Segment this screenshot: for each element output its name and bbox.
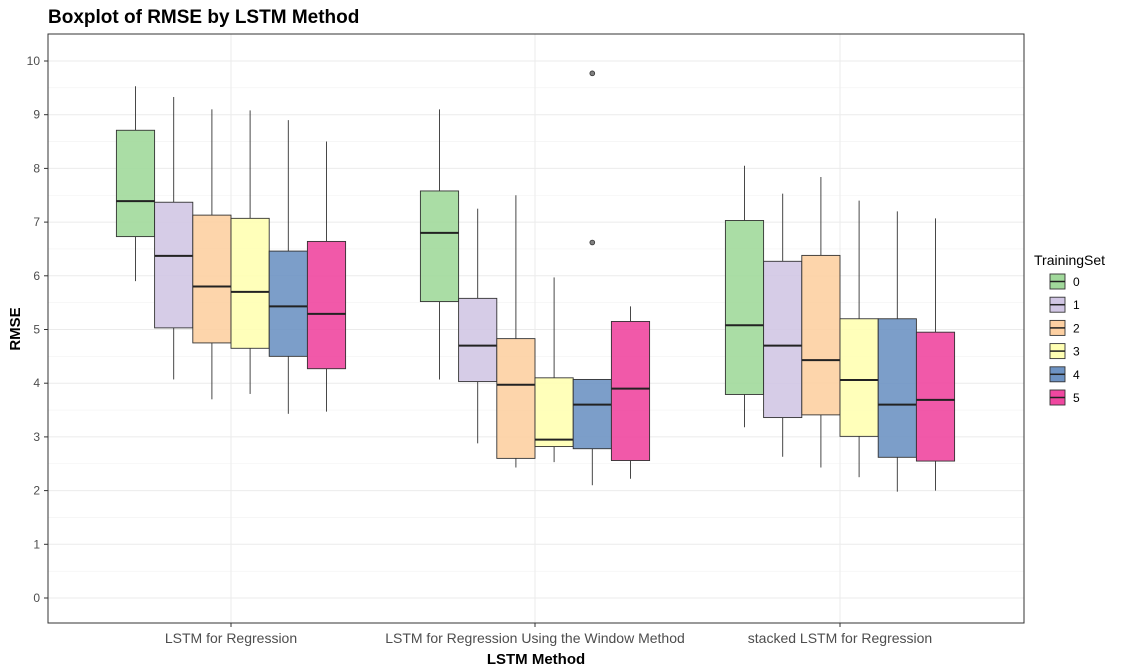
box (839, 318, 879, 437)
box (572, 378, 612, 450)
box (534, 377, 574, 448)
x-axis-title: LSTM Method (487, 651, 585, 668)
y-tick-label: 8 (33, 161, 40, 175)
box (610, 320, 651, 461)
y-tick-label: 3 (33, 430, 40, 444)
legend-title: TrainingSet (1034, 252, 1105, 268)
y-tick-label: 7 (33, 215, 40, 229)
box (419, 190, 460, 303)
outlier-point (589, 239, 596, 246)
outlier-point (589, 70, 596, 77)
y-tick-label: 1 (33, 537, 40, 551)
box (192, 214, 232, 344)
legend-label: 2 (1073, 321, 1080, 335)
y-tick-label: 10 (27, 54, 41, 68)
plot-panel: 0 1 2 3 4 5 6 7 8 9 10 LSTM for Regression LSTM for … (27, 33, 1025, 646)
x-tick-label: LSTM for Regression (165, 630, 297, 646)
box (458, 297, 498, 383)
y-axis-title: RMSE (7, 307, 24, 350)
x-tick-label: LSTM for Regression Using the Window Met… (385, 630, 685, 646)
y-tick-label: 4 (33, 376, 40, 390)
box (306, 240, 347, 370)
y-tick-label: 9 (33, 108, 40, 122)
panel-border (47, 33, 1025, 624)
chart-title: Boxplot of RMSE by LSTM Method (48, 7, 359, 28)
legend-label: 4 (1073, 368, 1080, 382)
box (496, 338, 536, 459)
legend-label: 1 (1073, 298, 1080, 312)
legend-label: 0 (1073, 275, 1080, 289)
y-tick-label: 0 (33, 591, 40, 605)
box (877, 318, 917, 458)
box (230, 217, 270, 349)
box (724, 220, 765, 395)
legend-label: 3 (1073, 345, 1080, 359)
box (115, 129, 156, 238)
y-tick-label: 5 (33, 323, 40, 337)
box (763, 260, 803, 419)
x-tick-label: stacked LSTM for Regression (748, 630, 932, 646)
box (268, 250, 308, 357)
y-tick-label: 6 (33, 269, 40, 283)
y-tick-label: 2 (33, 484, 40, 498)
box (154, 201, 194, 329)
box (915, 331, 956, 462)
box (801, 254, 841, 416)
legend-label: 5 (1073, 391, 1080, 405)
legend: 0 1 2 3 4 5 (1049, 273, 1080, 406)
